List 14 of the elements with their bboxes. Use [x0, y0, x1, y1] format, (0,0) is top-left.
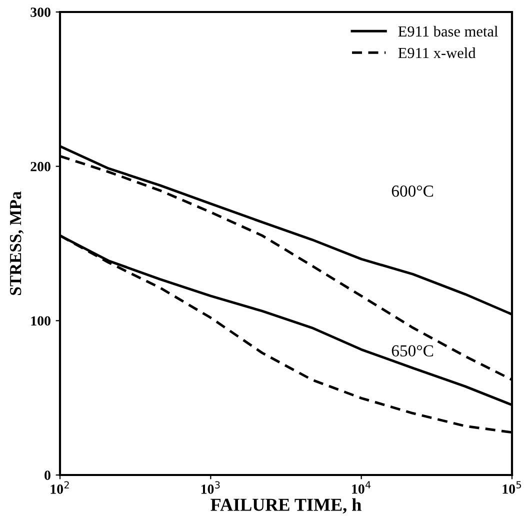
y-tick-label: 0 [44, 470, 50, 480]
x-tick-label: 10$^{3}$ [201, 481, 220, 494]
annotation: 600°C [392, 185, 434, 197]
y-tick-label: 100 [31, 316, 50, 326]
legend-label: E911 x-weld [398, 47, 476, 58]
y-axis-title: STRESS, MPa [10, 191, 24, 295]
annotation: 650°C [392, 345, 434, 356]
x-tick-label: 10$^{5}$ [502, 481, 522, 494]
y-tick-label: 200 [30, 162, 50, 172]
x-tick-label: 10$^{4}$ [352, 481, 371, 494]
x-tick-label: 10$^{2}$ [50, 481, 69, 494]
x-axis-title: FAILURE TIME, h [210, 498, 362, 514]
y-tick-label: 300 [30, 8, 50, 17]
legend-label: E911 base metal [398, 26, 498, 37]
